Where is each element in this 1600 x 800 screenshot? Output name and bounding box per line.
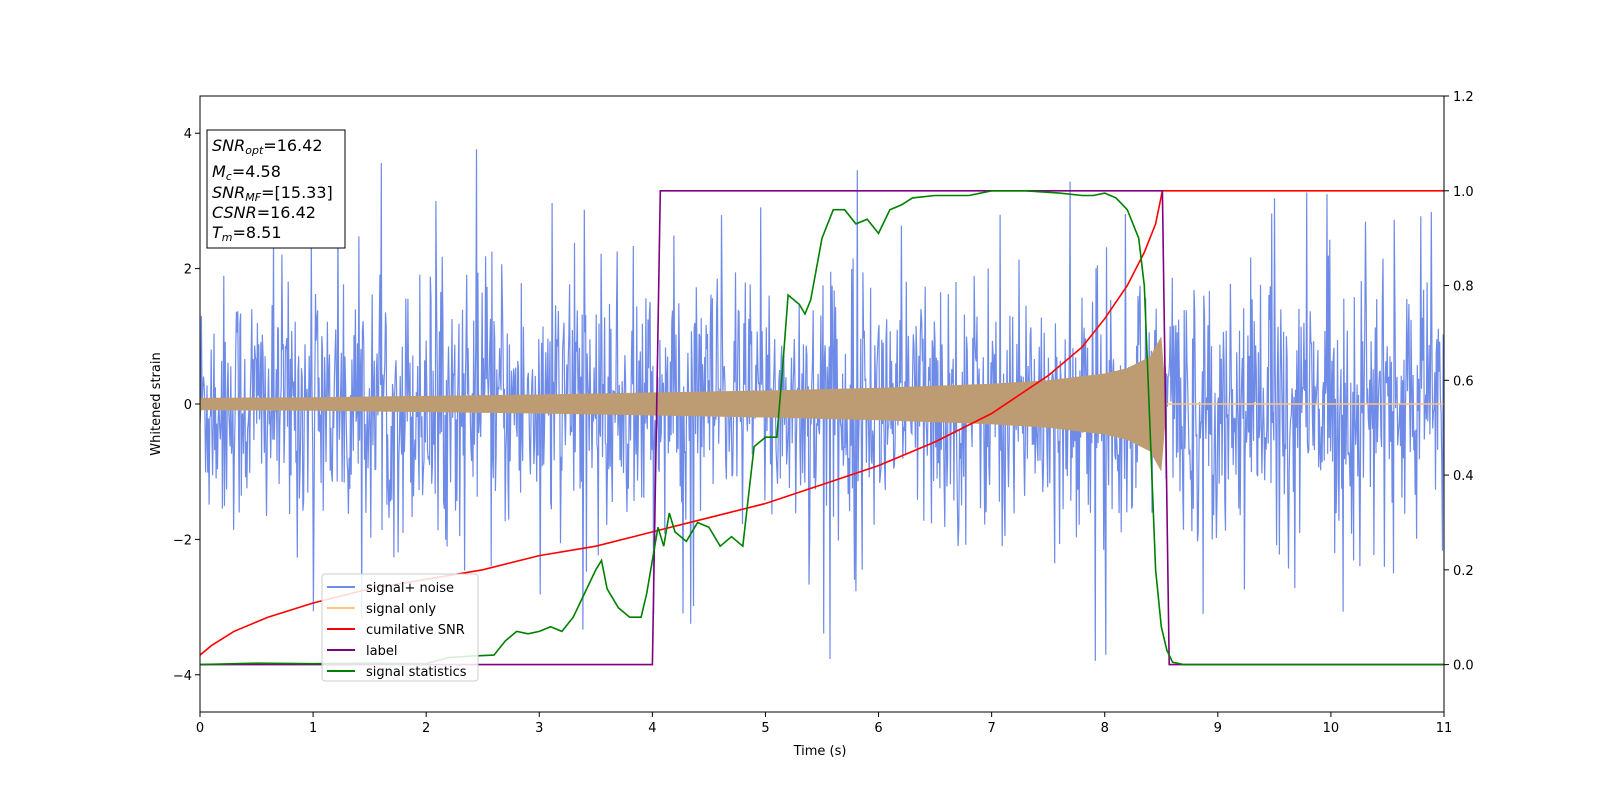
info-csnr-value: 16.42: [270, 203, 316, 222]
y-tick-label: −4: [173, 669, 192, 684]
x-tick-label: 1: [309, 721, 317, 736]
x-axis-label: Time (s): [793, 744, 847, 759]
info-csnr: CSNR=16.42: [212, 203, 316, 222]
y-axis-label: Whitened strain: [149, 352, 164, 455]
y2-tick-label: 0.6: [1453, 374, 1474, 389]
series-signal-statistics-line: [200, 190, 1444, 666]
legend-label-signal-noise: signal+ noise: [366, 581, 454, 596]
y-tick-label: 0: [184, 398, 192, 413]
y2-tick-label: 0.2: [1453, 564, 1474, 579]
legend-label-signal-only: signal only: [366, 602, 436, 617]
info-box: SNRopt=16.42 Mc=4.58 SNRMF=[15.33] CSNR=…: [206, 129, 346, 249]
info-box-frame: [206, 129, 346, 249]
x-tick-label: 2: [422, 721, 430, 736]
y2-tick-label: 0.8: [1453, 280, 1474, 295]
series-cumilative-snr-line: [200, 190, 1444, 656]
ticks-layer: 0 1 2 3 4 5 6 7 8 9 10 11 4 2 0 −2 −4 1.2 1.0 0.8 0.6 0.4 0.2 0…: [173, 90, 1474, 736]
legend-label-cumilative-snr: cumilative SNR: [366, 623, 465, 638]
info-mc-value: 4.58: [245, 162, 281, 181]
x-tick-label: 9: [1214, 721, 1222, 736]
series-signal-only-area: [200, 336, 1167, 472]
y-tick-label: −2: [173, 533, 192, 548]
info-snr-opt: SNRopt=16.42: [212, 136, 323, 157]
info-snr-opt-value: 16.42: [277, 136, 323, 155]
x-tick-label: 5: [761, 721, 769, 736]
legend: signal+ noise signal only cumilative SNR la…: [321, 573, 479, 682]
info-mc: Mc=4.58: [212, 162, 281, 183]
y2-tick-label: 1.0: [1453, 185, 1474, 200]
x-tick-label: 8: [1101, 721, 1109, 736]
x-tick-label: 6: [874, 721, 882, 736]
legend-frame: [321, 573, 479, 682]
info-tm: Tm=8.51: [212, 223, 282, 244]
x-tick-label: 3: [535, 721, 543, 736]
info-tm-value: 8.51: [246, 223, 282, 242]
y2-tick-label: 1.2: [1453, 90, 1474, 105]
x-tick-label: 0: [196, 721, 204, 736]
y-tick-label: 2: [184, 263, 192, 278]
info-snr-mf: SNRMF=[15.33]: [212, 183, 333, 204]
x-tick-label: 11: [1436, 721, 1453, 736]
x-tick-label: 10: [1323, 721, 1340, 736]
series-layer: [200, 149, 1444, 666]
y-tick-label: 4: [184, 127, 192, 142]
legend-label-label: label: [366, 644, 397, 659]
y2-tick-label: 0.0: [1453, 659, 1474, 674]
y2-tick-label: 0.4: [1453, 469, 1474, 484]
x-tick-label: 4: [648, 721, 656, 736]
x-tick-label: 7: [987, 721, 995, 736]
info-snr-mf-value: [15.33]: [274, 183, 332, 202]
legend-label-signal-statistics: signal statistics: [366, 665, 467, 680]
